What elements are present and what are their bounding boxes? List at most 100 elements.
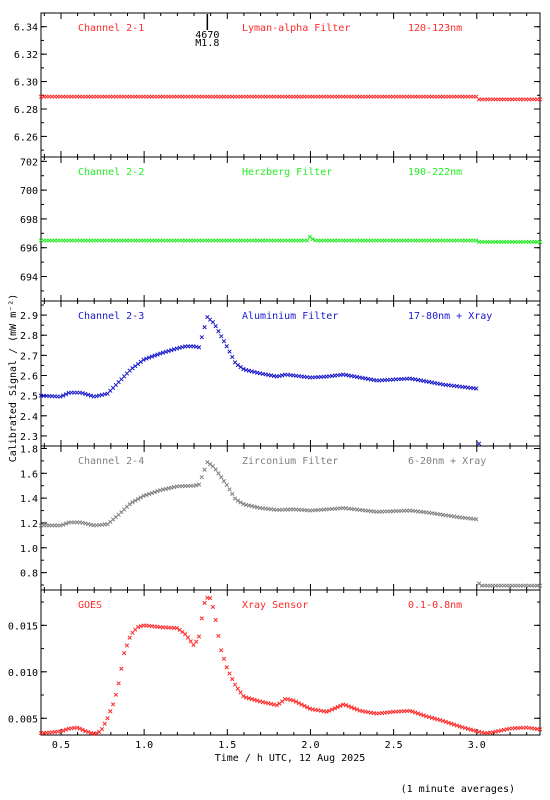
data-point bbox=[302, 703, 307, 709]
y-axis-label: Calibrated Signal / (mW m⁻²) bbox=[8, 294, 19, 463]
data-point bbox=[63, 392, 69, 397]
y-tick-label: 6.28 bbox=[14, 105, 38, 116]
data-point bbox=[188, 639, 193, 644]
data-point bbox=[474, 386, 479, 391]
data-point bbox=[335, 704, 340, 710]
y-tick-label: 2.5 bbox=[20, 392, 38, 403]
y-tick-label: 0.010 bbox=[8, 668, 38, 679]
data-point bbox=[476, 441, 482, 446]
y-tick-label: 1.0 bbox=[20, 544, 38, 555]
panel-4: 0.8 1.0 1.2 1.4 1.6 1.8 Channel 2-4 Zirconium F… bbox=[20, 444, 543, 591]
data-point bbox=[327, 708, 332, 713]
panels: 6.26 6.28 6.30 6.32 6.34 Channel 2-1 Lyman-alp… bbox=[8, 12, 543, 737]
series-points bbox=[38, 94, 543, 102]
data-point bbox=[130, 500, 135, 505]
data-point bbox=[127, 502, 132, 507]
data-point bbox=[537, 97, 543, 102]
y-tick-label: 698 bbox=[20, 215, 38, 226]
data-point bbox=[144, 356, 149, 361]
x-tick-label: 2.0 bbox=[301, 740, 319, 751]
data-point bbox=[440, 718, 446, 724]
data-point bbox=[149, 490, 155, 496]
data-point bbox=[224, 665, 229, 670]
data-point bbox=[185, 635, 191, 640]
y-tick-label: 2.8 bbox=[20, 331, 38, 342]
panel-band-label: 120-123nm bbox=[408, 23, 462, 34]
data-point bbox=[213, 467, 218, 472]
panel-channel-label: Channel 2-4 bbox=[78, 456, 144, 467]
data-point bbox=[304, 238, 310, 243]
data-point bbox=[227, 349, 232, 354]
data-point bbox=[343, 703, 349, 708]
panel-band-label: 0.1-0.8nm bbox=[408, 600, 462, 611]
data-point bbox=[346, 704, 351, 709]
data-point bbox=[169, 348, 174, 353]
data-point bbox=[110, 702, 116, 707]
series-points bbox=[38, 595, 543, 737]
data-point bbox=[63, 727, 69, 732]
y-tick-label: 1.4 bbox=[20, 494, 38, 505]
series-points bbox=[38, 459, 543, 588]
data-point bbox=[116, 681, 121, 686]
data-point bbox=[122, 651, 127, 656]
panel-2: 694 696 698 700 702 Channel 2-2 Herzberg Filte… bbox=[20, 156, 543, 302]
data-point bbox=[199, 335, 204, 340]
x-axis-label: Time / h UTC, 12 Aug 2025 bbox=[215, 753, 366, 764]
data-point bbox=[221, 656, 227, 661]
panel-channel-label: Channel 2-3 bbox=[78, 311, 144, 322]
panel-filter-label: Zirconium Filter bbox=[242, 456, 338, 467]
y-tick-label: 0.015 bbox=[8, 621, 38, 632]
panel-frame bbox=[40, 12, 541, 158]
data-point bbox=[74, 725, 80, 730]
data-point bbox=[61, 728, 66, 733]
y-tick-label: 6.34 bbox=[14, 23, 38, 34]
data-point bbox=[183, 632, 188, 637]
data-point bbox=[338, 703, 343, 708]
footnote: (1 minute averages) bbox=[401, 784, 515, 795]
data-point bbox=[235, 686, 240, 691]
x-tick-label: 2.5 bbox=[385, 740, 403, 751]
panel-channel-label: GOES bbox=[78, 600, 102, 611]
data-point bbox=[219, 334, 224, 339]
data-point bbox=[219, 648, 224, 653]
data-point bbox=[207, 596, 213, 601]
data-point bbox=[216, 329, 221, 334]
panel-frame bbox=[40, 156, 541, 302]
data-point bbox=[155, 352, 160, 357]
data-point bbox=[421, 713, 426, 718]
data-point bbox=[238, 500, 243, 505]
data-point bbox=[274, 702, 279, 708]
panel-frame bbox=[40, 300, 541, 447]
data-point bbox=[210, 319, 216, 325]
data-point bbox=[221, 478, 227, 484]
data-point bbox=[354, 707, 360, 712]
data-point bbox=[108, 709, 113, 714]
y-tick-label: 0.8 bbox=[20, 569, 38, 580]
data-point bbox=[83, 391, 88, 397]
data-point bbox=[199, 475, 204, 480]
data-point bbox=[85, 729, 91, 735]
data-point bbox=[443, 719, 448, 724]
y-tick-label: 2.9 bbox=[20, 311, 38, 322]
data-point bbox=[77, 726, 82, 731]
y-tick-label: 0.005 bbox=[8, 714, 38, 725]
data-point bbox=[58, 394, 63, 399]
data-point bbox=[202, 600, 207, 606]
data-point bbox=[102, 721, 107, 726]
data-point bbox=[227, 671, 232, 676]
data-point bbox=[196, 345, 202, 350]
series-points bbox=[38, 314, 482, 446]
data-point bbox=[174, 625, 179, 631]
data-point bbox=[451, 722, 457, 727]
y-tick-label: 702 bbox=[20, 157, 38, 168]
data-point bbox=[219, 475, 224, 480]
data-point bbox=[230, 354, 235, 360]
data-point bbox=[191, 642, 196, 648]
data-point bbox=[213, 324, 218, 329]
panel-5: 0.005 0.010 0.015 GOES Xray Sensor 0.1-0.8nm bbox=[8, 589, 543, 737]
data-point bbox=[349, 705, 354, 710]
data-point bbox=[149, 354, 155, 359]
data-point bbox=[113, 692, 119, 697]
data-point bbox=[141, 357, 146, 362]
